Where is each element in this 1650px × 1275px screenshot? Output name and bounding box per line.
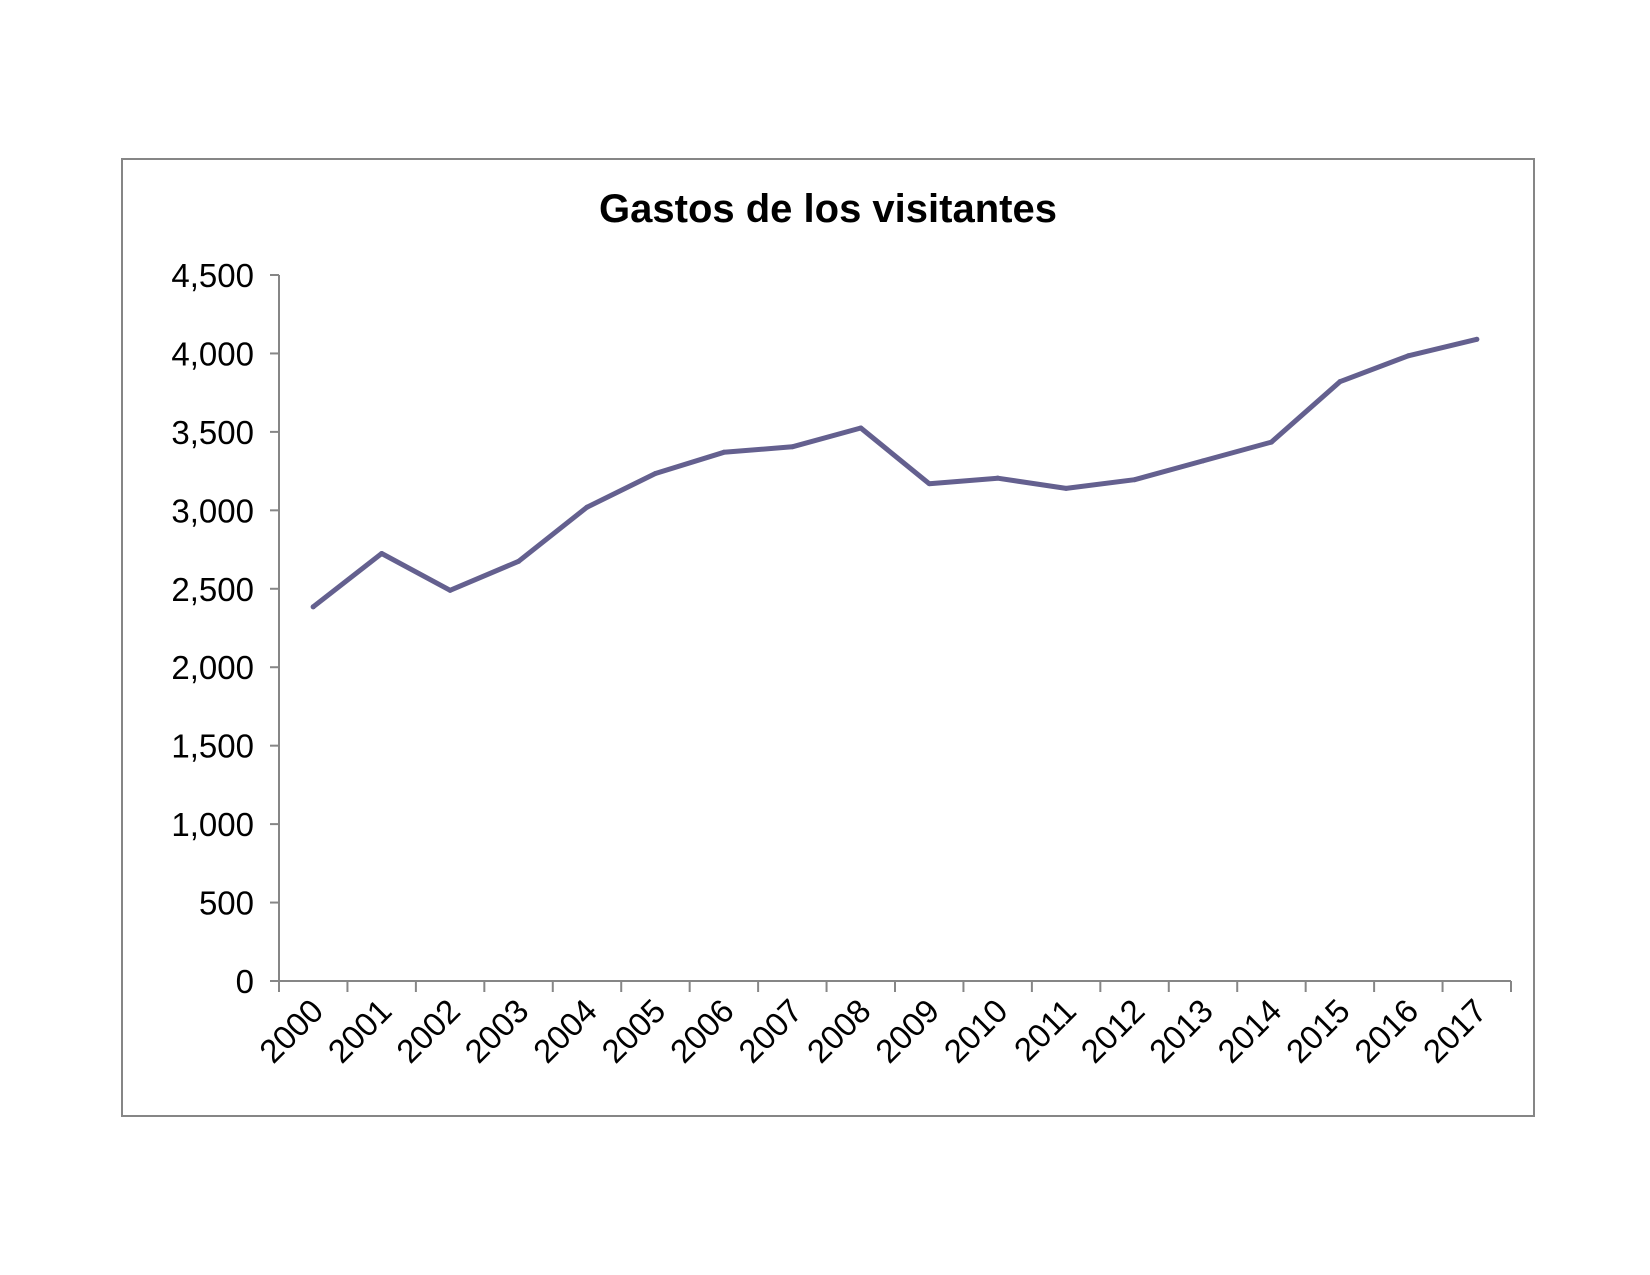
data-point (1132, 477, 1138, 483)
y-tick-label: 2,500 (171, 571, 254, 608)
series-layer (310, 336, 1480, 610)
data-point (858, 425, 864, 431)
y-axis: 0 500 1,000 1,500 2,000 2,500 3,000 3,500 4,000 4… (171, 257, 280, 1000)
chart-title: Gastos de los visitantes (599, 187, 1057, 231)
data-point (1405, 353, 1411, 359)
data-point (995, 475, 1001, 481)
data-point (721, 449, 727, 455)
data-point (1268, 439, 1274, 445)
data-point (789, 444, 795, 450)
data-point (379, 550, 385, 556)
data-point (1063, 485, 1069, 491)
data-point (1474, 336, 1480, 342)
y-tick-label: 4,000 (171, 335, 254, 372)
data-point (652, 470, 658, 476)
y-tick-label: 3,500 (171, 414, 254, 451)
y-tick-label: 500 (199, 885, 254, 922)
data-point (447, 587, 453, 593)
y-tick-label: 4,500 (171, 257, 254, 294)
y-tick-label: 1,500 (171, 728, 254, 765)
data-point (926, 481, 932, 487)
chart-area-border (121, 158, 1535, 1117)
data-point (516, 558, 522, 564)
y-tick-label: 0 (236, 963, 254, 1000)
data-point (584, 504, 590, 510)
series-line (310, 336, 1480, 610)
data-point (310, 604, 316, 610)
data-point (1337, 379, 1343, 385)
y-tick-label: 1,000 (171, 806, 254, 843)
y-tick-label: 2,000 (171, 649, 254, 686)
data-point (1200, 458, 1206, 464)
y-tick-label: 3,000 (171, 492, 254, 529)
